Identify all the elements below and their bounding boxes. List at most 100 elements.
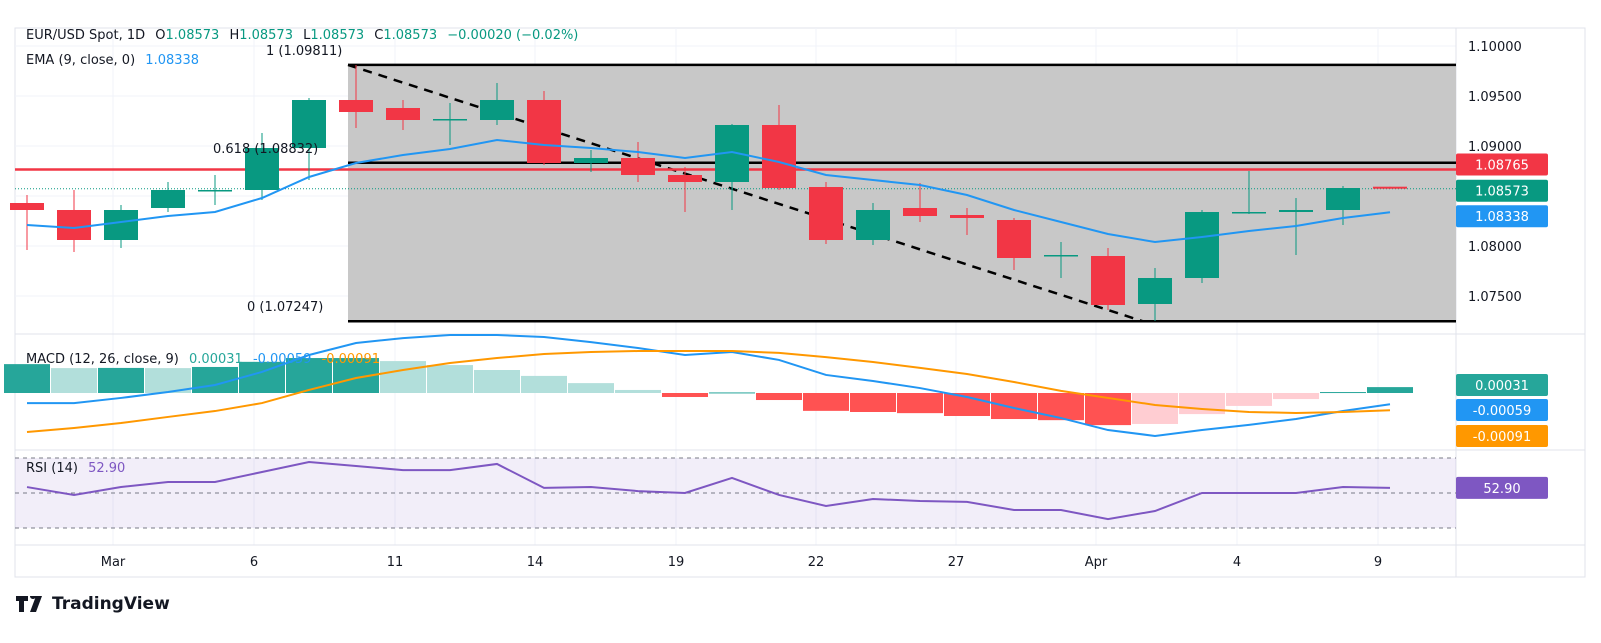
candle-body bbox=[198, 190, 232, 192]
macd-histogram-bar bbox=[1226, 393, 1272, 406]
open-label: O bbox=[155, 28, 166, 43]
candle-body bbox=[997, 220, 1031, 258]
macd-histogram-bar bbox=[4, 364, 50, 393]
candle bbox=[1373, 186, 1407, 189]
price-axis-tick: 1.10000 bbox=[1468, 40, 1522, 55]
candle-body bbox=[151, 190, 185, 208]
candle-body bbox=[1091, 256, 1125, 305]
macd-histogram-bar bbox=[662, 393, 708, 397]
high-label: H bbox=[229, 28, 240, 43]
candle bbox=[104, 205, 138, 248]
tradingview-logo-icon bbox=[16, 596, 42, 612]
candle-body bbox=[668, 175, 702, 182]
candle-body bbox=[57, 210, 91, 240]
macd-histogram-bar bbox=[709, 392, 755, 394]
rsi-label: RSI (14) bbox=[26, 461, 78, 476]
close-label: C bbox=[374, 28, 384, 43]
candle bbox=[480, 83, 514, 125]
macd-histogram-bar bbox=[1132, 393, 1178, 424]
date-axis-tick: 9 bbox=[1374, 555, 1382, 570]
fib-level-1-label: 1 (1.09811) bbox=[266, 44, 343, 59]
macd-histogram-bar bbox=[568, 383, 614, 393]
date-axis-tick: Apr bbox=[1085, 555, 1108, 570]
tradingview-logo[interactable]: TradingView bbox=[16, 594, 170, 614]
candle bbox=[245, 133, 279, 200]
candle bbox=[762, 105, 796, 190]
candle bbox=[997, 218, 1031, 270]
price-axis-tick: 1.09500 bbox=[1468, 90, 1522, 105]
rsi-value: 52.90 bbox=[88, 461, 126, 476]
macd-tag-hist: 0.00031 bbox=[1475, 379, 1529, 394]
date-axis-tick: 22 bbox=[808, 555, 825, 570]
candle bbox=[527, 91, 561, 165]
candle-body bbox=[527, 100, 561, 163]
macd-histogram-bar bbox=[991, 393, 1037, 420]
candle-body bbox=[1044, 255, 1078, 257]
candle bbox=[339, 65, 373, 128]
candle-body bbox=[809, 187, 843, 240]
ema-line bbox=[26, 138, 1391, 244]
macd-histogram-bar bbox=[380, 361, 426, 393]
candle bbox=[57, 190, 91, 252]
macd-signal-line bbox=[26, 350, 1391, 433]
open-value: 1.08573 bbox=[165, 28, 220, 43]
date-axis-tick: 19 bbox=[668, 555, 685, 570]
rsi-tag: 52.90 bbox=[1483, 482, 1520, 497]
ema-value: 1.08338 bbox=[145, 53, 200, 68]
candle-body bbox=[433, 119, 467, 121]
macd-tag-signal: -0.00091 bbox=[1473, 430, 1531, 445]
candle-body bbox=[1138, 278, 1172, 304]
date-axis-tick: Mar bbox=[101, 555, 126, 570]
candle-body bbox=[10, 203, 44, 210]
trend-dashed-line bbox=[347, 63, 1144, 323]
candle bbox=[292, 98, 326, 180]
fib-retracement-box bbox=[348, 64, 1456, 322]
candle-body bbox=[1185, 212, 1219, 278]
candle-body bbox=[1279, 210, 1313, 212]
rsi-legend: RSI (14) 52.90 bbox=[26, 461, 131, 476]
candle bbox=[574, 150, 608, 172]
price-axis-tick: 1.07500 bbox=[1468, 290, 1522, 305]
low-label: L bbox=[303, 28, 311, 43]
fib-level-0618-label: 0.618 (1.08832) bbox=[213, 142, 319, 157]
macd-label: MACD (12, 26, close, 9) bbox=[26, 352, 179, 367]
date-axis-tick: 11 bbox=[387, 555, 404, 570]
ema-label: EMA (9, close, 0) bbox=[26, 53, 136, 68]
candle-body bbox=[762, 125, 796, 188]
candle bbox=[198, 175, 232, 205]
candle-body bbox=[1326, 188, 1360, 210]
macd-legend: MACD (12, 26, close, 9) 0.00031 -0.00059… bbox=[26, 352, 386, 367]
macd-histogram-bar bbox=[897, 393, 943, 414]
macd-histogram-bar bbox=[756, 393, 802, 401]
candle-body bbox=[104, 210, 138, 240]
brand-name: TradingView bbox=[52, 594, 170, 614]
low-value: 1.08573 bbox=[310, 28, 365, 43]
macd-histogram-bar bbox=[286, 358, 332, 393]
candle bbox=[1044, 242, 1078, 278]
date-axis-tick: 6 bbox=[250, 555, 258, 570]
change-value: −0.00020 (−0.02%) bbox=[447, 28, 579, 43]
high-value: 1.08573 bbox=[239, 28, 293, 43]
candle-body bbox=[574, 158, 608, 163]
macd-signal-value: -0.00091 bbox=[321, 352, 380, 367]
ohlc-legend: EUR/USD Spot, 1D O1.08573 H1.08573 L1.08… bbox=[26, 28, 584, 43]
price-tag-last: 1.08573 bbox=[1475, 185, 1529, 200]
macd-tag-line: -0.00059 bbox=[1473, 404, 1531, 419]
candle bbox=[621, 142, 655, 182]
macd-tag-line-bg bbox=[1456, 399, 1548, 421]
macd-histogram-bar bbox=[427, 365, 473, 393]
rsi-tag-bg bbox=[1456, 476, 1548, 499]
candle-body bbox=[245, 148, 279, 190]
candle-body bbox=[1373, 186, 1407, 189]
macd-histogram-bar bbox=[803, 393, 849, 411]
candle-body bbox=[856, 210, 890, 240]
candle bbox=[10, 195, 44, 250]
candle bbox=[386, 100, 420, 130]
candle bbox=[151, 182, 185, 212]
candle-body bbox=[1232, 212, 1266, 214]
close-value: 1.08573 bbox=[383, 28, 438, 43]
macd-histogram-bar bbox=[615, 389, 661, 393]
price-tag-resistance: 1.08765 bbox=[1475, 159, 1529, 174]
price-tag-ema: 1.08338 bbox=[1475, 210, 1529, 225]
